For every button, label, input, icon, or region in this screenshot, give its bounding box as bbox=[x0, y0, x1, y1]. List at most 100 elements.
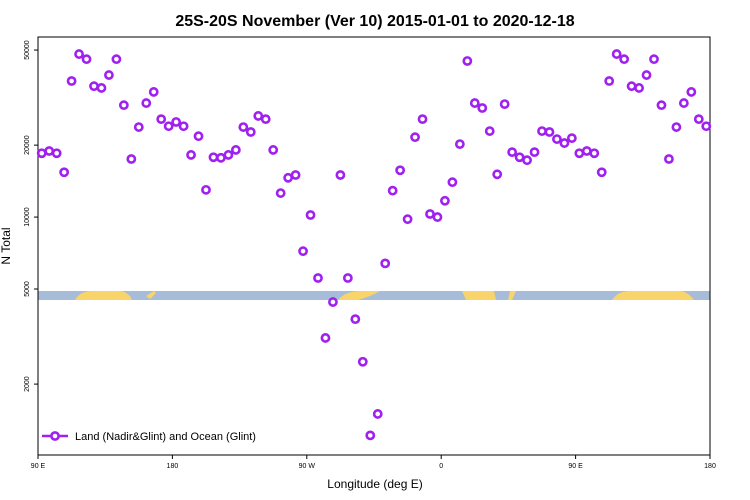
point bbox=[96, 83, 107, 93]
point bbox=[499, 99, 510, 110]
chart-title: 25S-20S November (Ver 10) 2015-01-01 to … bbox=[175, 13, 574, 30]
point bbox=[693, 114, 704, 125]
y-tick-label: 5000 bbox=[24, 281, 31, 297]
point bbox=[201, 184, 211, 195]
point bbox=[492, 169, 503, 180]
point bbox=[484, 126, 495, 136]
point bbox=[357, 356, 368, 367]
point bbox=[611, 49, 622, 59]
point bbox=[477, 103, 488, 113]
point bbox=[671, 122, 682, 132]
point bbox=[111, 54, 122, 65]
point bbox=[283, 172, 294, 183]
point bbox=[604, 76, 615, 86]
point bbox=[619, 54, 630, 65]
point bbox=[104, 70, 114, 80]
point bbox=[208, 152, 219, 163]
point bbox=[298, 246, 308, 257]
y-tick-label: 50000 bbox=[24, 40, 31, 60]
point bbox=[59, 167, 70, 178]
point bbox=[552, 134, 562, 144]
point bbox=[350, 314, 361, 325]
point bbox=[193, 131, 204, 142]
point bbox=[656, 100, 667, 111]
point bbox=[664, 154, 674, 164]
point bbox=[313, 273, 323, 283]
point bbox=[178, 121, 189, 132]
point bbox=[238, 122, 249, 132]
point bbox=[596, 167, 607, 178]
point bbox=[230, 145, 241, 155]
legend-label: Land (Nadir&Glint) and Ocean (Glint) bbox=[75, 431, 256, 443]
point bbox=[148, 87, 159, 97]
point bbox=[462, 56, 473, 66]
point bbox=[126, 154, 137, 164]
point bbox=[522, 155, 532, 166]
point bbox=[402, 214, 413, 225]
point bbox=[320, 333, 331, 343]
point bbox=[51, 148, 62, 159]
y-tick-label: 2000 bbox=[24, 376, 31, 392]
x-axis-label: Longitude (deg E) bbox=[327, 477, 422, 491]
point bbox=[372, 409, 383, 419]
x-tick-label: 180 bbox=[167, 463, 179, 470]
point bbox=[469, 98, 480, 108]
point bbox=[253, 111, 264, 121]
point bbox=[514, 152, 525, 163]
point bbox=[417, 114, 428, 125]
x-tick-label: 180 bbox=[704, 463, 716, 470]
point bbox=[245, 127, 256, 137]
point bbox=[290, 170, 301, 180]
point bbox=[559, 138, 570, 148]
point bbox=[447, 177, 458, 188]
point bbox=[223, 150, 234, 160]
point bbox=[380, 258, 391, 269]
point bbox=[171, 117, 182, 127]
point bbox=[507, 147, 518, 158]
point bbox=[89, 81, 99, 92]
x-tick-label: 0 bbox=[439, 463, 443, 470]
point bbox=[305, 210, 316, 220]
point bbox=[342, 273, 353, 283]
point bbox=[410, 132, 420, 143]
point bbox=[529, 147, 540, 158]
point bbox=[566, 133, 577, 144]
point bbox=[626, 81, 637, 92]
point bbox=[440, 195, 450, 206]
point bbox=[432, 212, 443, 222]
legend-marker bbox=[50, 431, 60, 441]
point bbox=[387, 185, 398, 196]
plot-frame bbox=[37, 36, 711, 456]
y-tick-label: 20000 bbox=[24, 135, 31, 155]
point bbox=[589, 148, 600, 159]
point bbox=[686, 87, 697, 97]
point bbox=[275, 188, 286, 198]
point bbox=[678, 98, 689, 108]
point bbox=[74, 49, 84, 59]
x-tick-label: 90 W bbox=[299, 463, 316, 470]
y-axis-label: N Total bbox=[0, 227, 13, 264]
point bbox=[537, 126, 547, 136]
point bbox=[81, 54, 92, 65]
x-tick-label: 90 E bbox=[568, 463, 583, 470]
point bbox=[395, 165, 406, 176]
map-strip bbox=[38, 291, 710, 300]
point bbox=[133, 122, 144, 132]
point bbox=[156, 114, 167, 125]
point bbox=[141, 98, 152, 108]
point bbox=[66, 76, 77, 86]
point bbox=[649, 54, 659, 65]
point bbox=[260, 114, 271, 125]
point bbox=[163, 121, 174, 132]
point bbox=[581, 146, 592, 156]
x-tick-label: 90 E bbox=[31, 463, 46, 470]
point bbox=[454, 139, 465, 150]
point bbox=[335, 170, 346, 180]
point bbox=[36, 148, 47, 159]
point bbox=[544, 127, 555, 137]
point bbox=[118, 100, 129, 111]
point bbox=[425, 209, 435, 219]
point bbox=[44, 146, 55, 156]
point bbox=[641, 70, 652, 80]
